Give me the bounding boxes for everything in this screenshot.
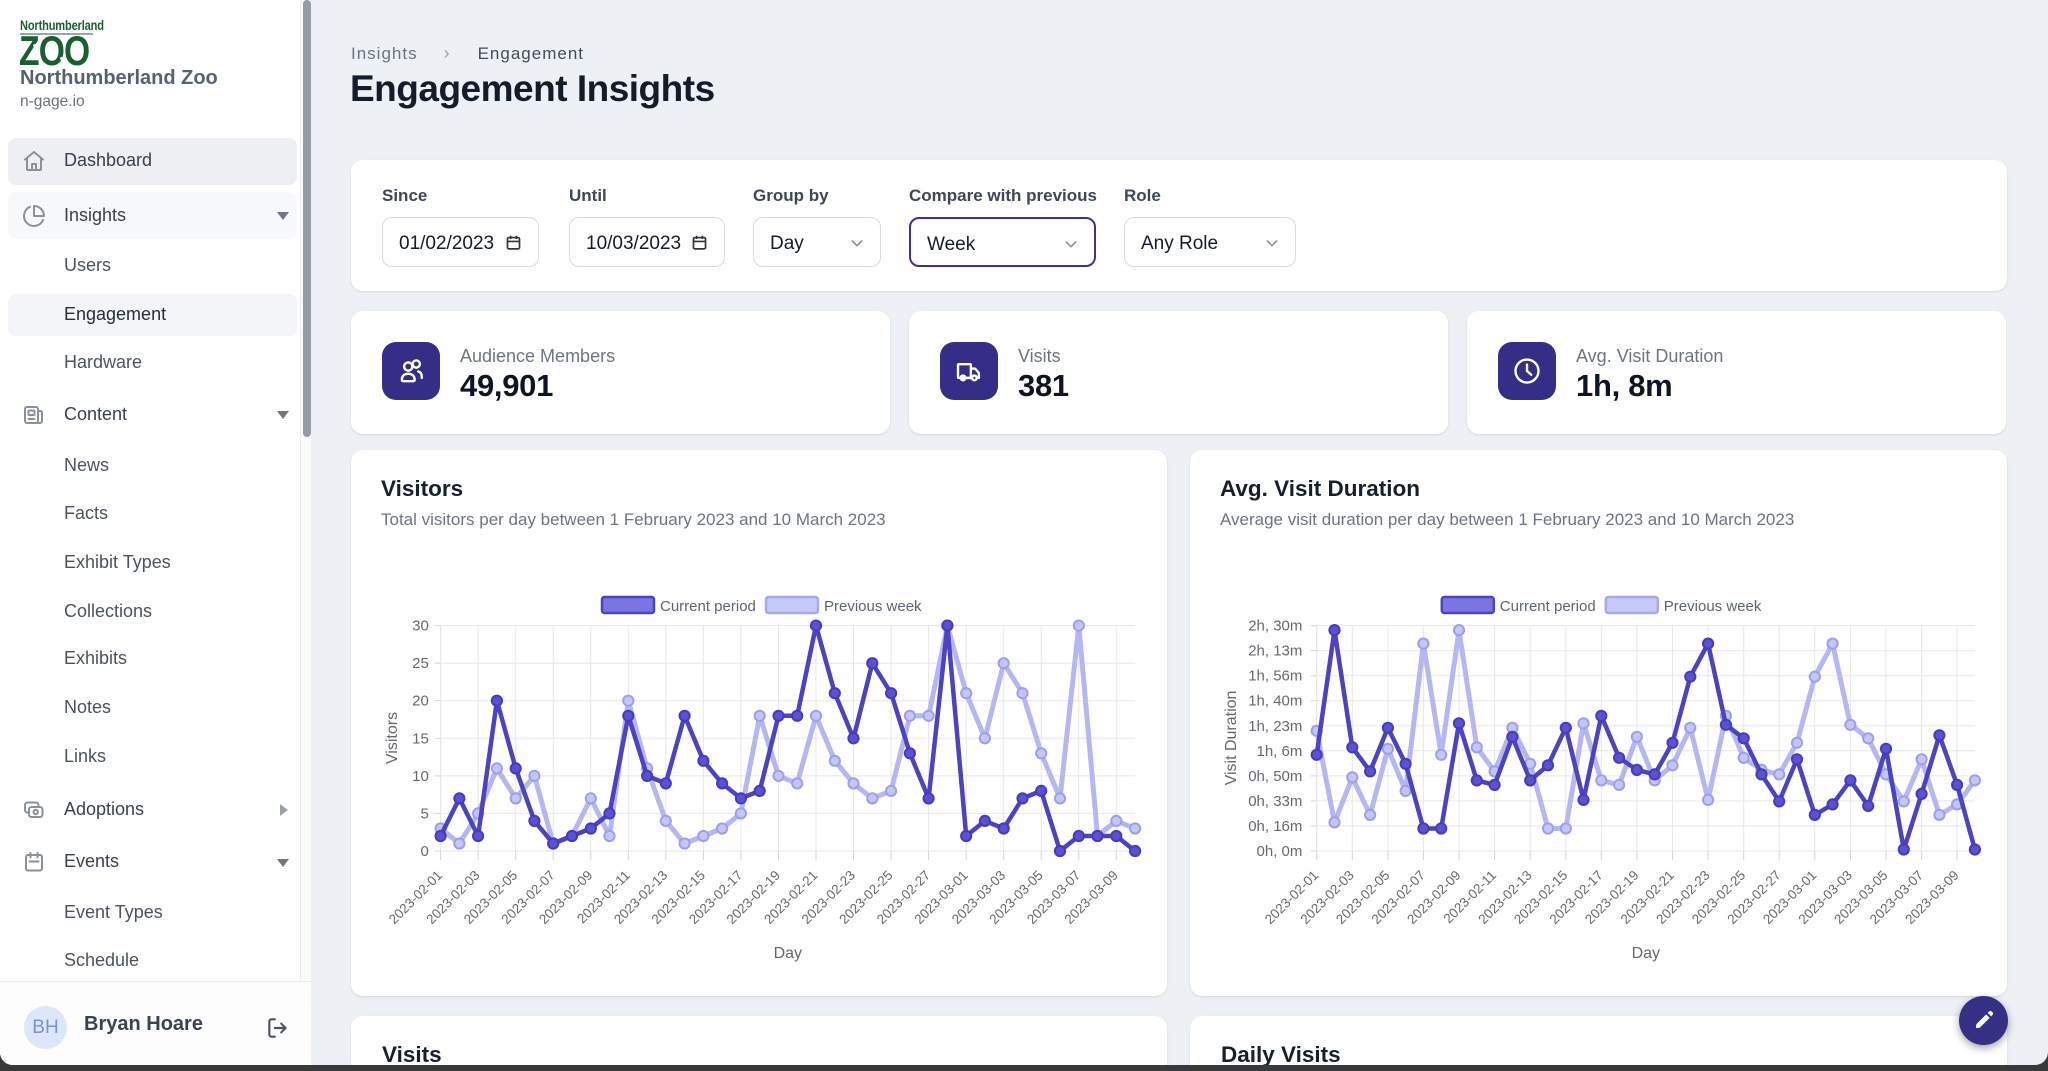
svg-text:Day: Day <box>1632 945 1660 962</box>
svg-text:Day: Day <box>774 945 802 962</box>
svg-text:Visitors: Visitors <box>384 712 401 764</box>
svg-text:Previous week: Previous week <box>824 598 922 615</box>
svg-text:5: 5 <box>420 805 428 822</box>
svg-text:1h, 56m: 1h, 56m <box>1248 668 1302 685</box>
svg-text:Previous week: Previous week <box>1664 598 1762 615</box>
svg-text:1h, 23m: 1h, 23m <box>1248 718 1302 735</box>
svg-text:2h, 30m: 2h, 30m <box>1248 618 1302 635</box>
svg-text:Current period: Current period <box>1500 598 1596 615</box>
svg-text:30: 30 <box>412 618 429 635</box>
svg-text:0h, 0m: 0h, 0m <box>1257 843 1303 860</box>
svg-text:Visit Duration: Visit Duration <box>1223 691 1240 786</box>
svg-text:10: 10 <box>412 768 429 785</box>
svg-text:0h, 50m: 0h, 50m <box>1248 768 1302 785</box>
svg-text:1h, 40m: 1h, 40m <box>1248 693 1302 710</box>
svg-text:20: 20 <box>412 693 429 710</box>
svg-text:2h, 13m: 2h, 13m <box>1248 643 1302 660</box>
svg-text:25: 25 <box>412 655 429 672</box>
svg-text:Current period: Current period <box>660 598 756 615</box>
svg-text:0h, 16m: 0h, 16m <box>1248 818 1302 835</box>
svg-text:15: 15 <box>412 730 429 747</box>
svg-text:0h, 33m: 0h, 33m <box>1248 793 1302 810</box>
svg-text:1h, 6m: 1h, 6m <box>1257 743 1303 760</box>
svg-text:0: 0 <box>420 843 428 860</box>
